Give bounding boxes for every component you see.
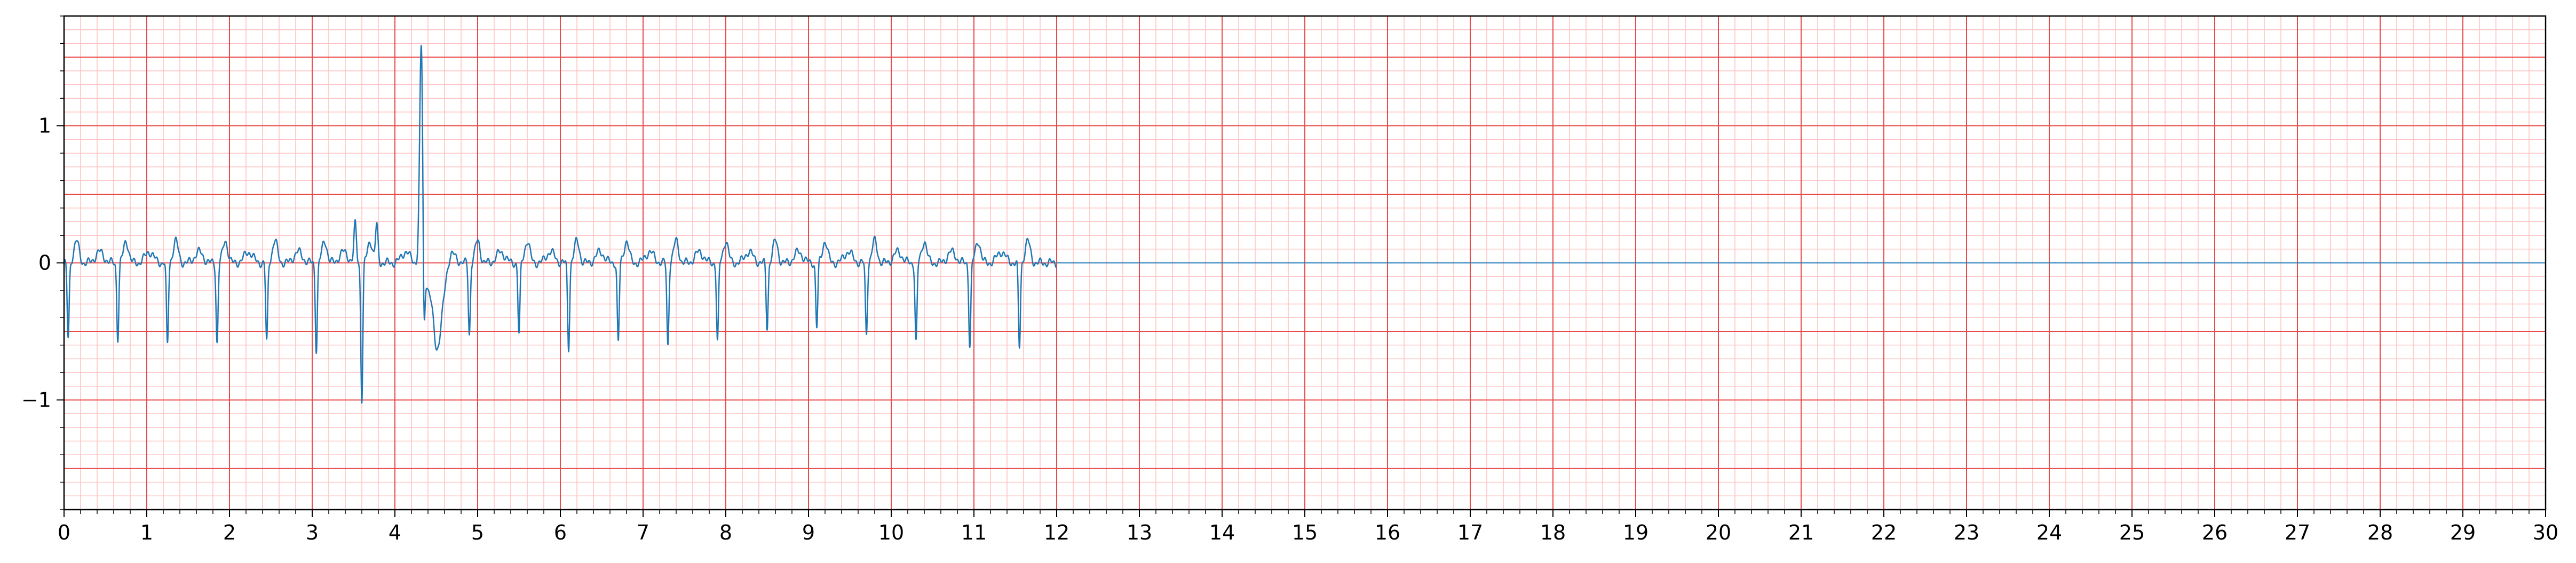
x-tick-label: 16 — [1375, 521, 1400, 544]
x-tick-label: 14 — [1209, 521, 1235, 544]
x-tick-label: 28 — [2367, 521, 2393, 544]
x-tick-label: 5 — [471, 521, 484, 544]
x-tick-label: 25 — [2119, 521, 2145, 544]
x-tick-label: 11 — [961, 521, 987, 544]
x-tick-label: 0 — [58, 521, 70, 544]
x-tick-label: 9 — [802, 521, 815, 544]
y-tick-label: 1 — [38, 114, 51, 138]
x-tick-label: 26 — [2202, 521, 2228, 544]
x-tick-label: 27 — [2285, 521, 2310, 544]
x-tick-label: 13 — [1127, 521, 1152, 544]
x-tick-label: 19 — [1623, 521, 1648, 544]
x-tick-label: 10 — [878, 521, 904, 544]
x-tick-label: 23 — [1954, 521, 1979, 544]
x-tick-label: 8 — [719, 521, 732, 544]
x-tick-label: 30 — [2533, 521, 2558, 544]
x-tick-label: 6 — [554, 521, 567, 544]
x-tick-label: 4 — [389, 521, 401, 544]
ecg-signal-line — [63, 45, 1057, 404]
series-layer — [63, 45, 2546, 404]
x-tick-label: 29 — [2450, 521, 2476, 544]
x-tick-label: 15 — [1292, 521, 1318, 544]
x-tick-label: 1 — [140, 521, 153, 544]
x-tick-label: 18 — [1540, 521, 1566, 544]
x-tick-label: 3 — [306, 521, 319, 544]
x-axis: 0 1 2 3 4 5 6 7 8 9 10 11 12 13 14 15 16 17 18 19 20 21 22 23 24… — [58, 510, 2558, 544]
x-tick-label: 17 — [1457, 521, 1483, 544]
x-tick-label: 12 — [1044, 521, 1069, 544]
x-tick-label: 20 — [1706, 521, 1731, 544]
x-tick-label: 21 — [1788, 521, 1814, 544]
x-tick-label: 24 — [2036, 521, 2062, 544]
x-tick-label: 22 — [1871, 521, 1897, 544]
x-tick-label: 7 — [637, 521, 649, 544]
y-tick-label: −1 — [21, 388, 51, 411]
y-axis: −1 0 1 — [21, 15, 64, 510]
x-tick-label: 2 — [223, 521, 236, 544]
y-tick-label: 0 — [38, 251, 51, 275]
